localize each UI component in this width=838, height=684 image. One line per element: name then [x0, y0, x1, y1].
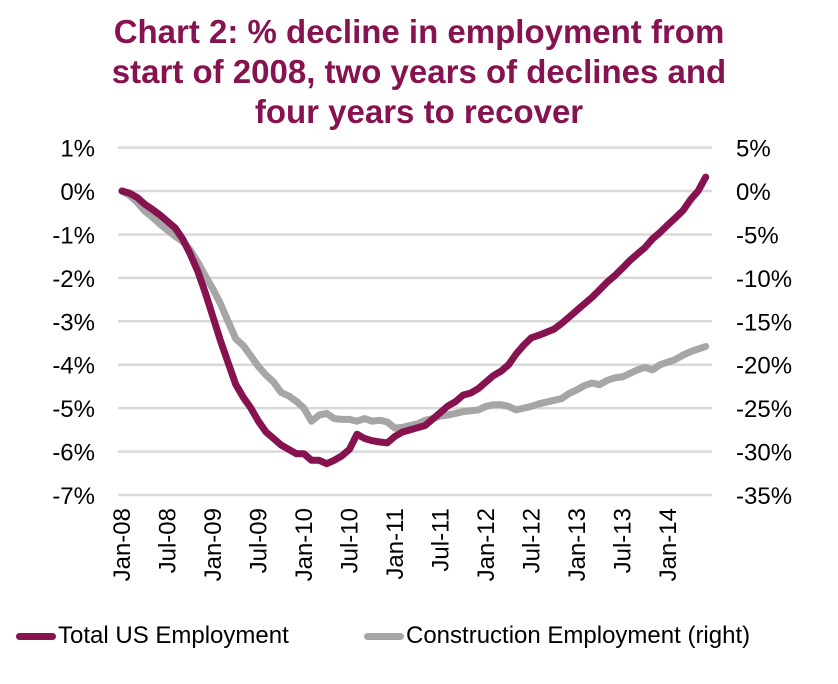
- legend-swatch-total-us: [16, 632, 56, 640]
- left-tick-label: -6%: [52, 440, 95, 467]
- left-tick-label: -4%: [52, 353, 95, 380]
- x-axis: Jan-08 Jul-08 Jan-09 Jul-09 Jan-10 Jul-10 Jan-…: [109, 508, 682, 581]
- x-tick-label: Jul-12: [518, 508, 545, 573]
- chart-title: Chart 2: % decline in employment from st…: [0, 12, 838, 132]
- right-tick-label: 0%: [736, 179, 771, 206]
- x-tick-label: Jan-10: [291, 508, 318, 581]
- x-tick-label: Jul-13: [609, 508, 636, 573]
- right-tick-label: 5%: [736, 136, 771, 163]
- legend-label-total-us: Total US Employment: [58, 622, 289, 649]
- chart-title-line-2: start of 2008, two years of declines and: [111, 53, 727, 90]
- left-tick-label: -2%: [52, 266, 95, 293]
- x-tick-label: Jul-10: [336, 508, 363, 573]
- left-tick-label: -1%: [52, 222, 95, 249]
- right-tick-label: -15%: [736, 309, 792, 336]
- left-tick-label: -5%: [52, 396, 95, 423]
- left-tick-label: -3%: [52, 309, 95, 336]
- right-axis: 5% 0% -5% -10% -15% -20% -25% -30% -35%: [736, 136, 792, 510]
- x-tick-label: Jul-08: [154, 508, 181, 573]
- x-tick-label: Jan-11: [382, 508, 409, 580]
- right-tick-label: -30%: [736, 440, 792, 467]
- legend: Total US Employment Construction Employm…: [0, 618, 838, 654]
- chart-title-line-3: four years to recover: [254, 93, 584, 130]
- legend-swatch-construction: [364, 632, 404, 640]
- legend-item-construction: Construction Employment (right): [364, 618, 750, 654]
- series-line-total-us-employment: [118, 173, 710, 468]
- left-tick-label: 1%: [60, 136, 95, 163]
- legend-label-construction: Construction Employment (right): [406, 622, 751, 649]
- x-tick-label: Jul-09: [245, 508, 272, 573]
- left-tick-label: 0%: [60, 179, 95, 206]
- x-tick-label: Jan-13: [564, 508, 591, 581]
- x-tick-label: Jan-12: [473, 508, 500, 581]
- x-tick-label: Jan-08: [109, 508, 136, 581]
- left-tick-label: -7%: [52, 483, 95, 510]
- legend-item-total-us: Total US Employment: [16, 618, 289, 654]
- series-group: [118, 173, 710, 468]
- left-axis: 1% 0% -1% -2% -3% -4% -5% -6% -7%: [52, 136, 95, 510]
- right-tick-label: -25%: [736, 396, 792, 423]
- series-line-construction-employment: [118, 187, 710, 432]
- x-tick-label: Jan-09: [200, 508, 227, 581]
- gridlines: [118, 146, 712, 497]
- right-tick-label: -35%: [736, 483, 792, 510]
- x-tick-label: Jul-11: [427, 508, 454, 572]
- right-tick-label: -5%: [736, 222, 779, 249]
- chart-title-line-1: Chart 2: % decline in employment from: [113, 13, 725, 50]
- x-tick-label: Jan-14: [655, 508, 682, 581]
- right-tick-label: -10%: [736, 266, 792, 293]
- right-tick-label: -20%: [736, 353, 792, 380]
